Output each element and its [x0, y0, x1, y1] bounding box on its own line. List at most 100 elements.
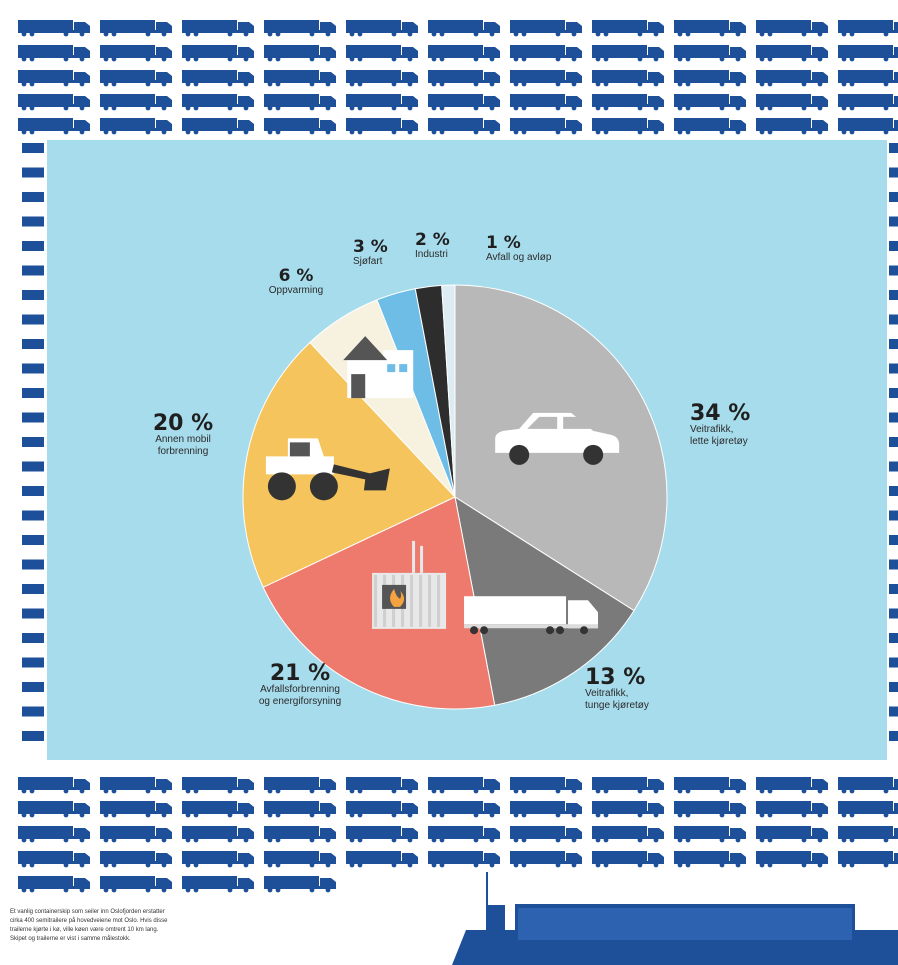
truck-icon: [889, 388, 898, 398]
truck-icon: [889, 633, 898, 643]
truck-icon: [182, 118, 254, 135]
caption-line: trailerne kjørte i kø, ville køen være o…: [10, 927, 159, 933]
slice-label-text: Veitrafikk,: [585, 688, 628, 699]
truck-icon: [838, 70, 898, 87]
truck-icon: [100, 118, 172, 135]
truck-icon: [264, 20, 336, 37]
truck-icon: [756, 801, 828, 818]
truck-icon: [510, 70, 582, 87]
slice-percent: 1 %: [486, 233, 521, 253]
truck-icon: [182, 801, 254, 818]
truck-icon: [182, 94, 254, 111]
truck-icon: [510, 20, 582, 37]
slice-percent: 2 %: [415, 230, 450, 250]
truck-icon: [264, 94, 336, 111]
truck-icon: [510, 45, 582, 62]
caption-text: Et vanlig containerskip som seiler inn O…: [10, 908, 290, 944]
truck-icon: [182, 851, 254, 868]
truck-icon: [22, 657, 44, 668]
truck-icon: [674, 20, 746, 37]
truck-icon: [674, 94, 746, 111]
truck-icon: [889, 216, 898, 227]
truck-icon: [22, 731, 44, 741]
truck-icon: [889, 682, 898, 692]
truck-icon: [346, 20, 418, 37]
truck-icon: [428, 118, 500, 135]
truck-icon: [18, 876, 90, 893]
truck-icon: [22, 559, 44, 570]
slice-label-text: Veitrafikk,: [690, 424, 733, 435]
truck-icon: [510, 826, 582, 843]
truck-icon: [889, 657, 898, 668]
truck-icon: [22, 143, 44, 153]
truck-pattern: [18, 20, 898, 893]
truck-icon: [889, 731, 898, 741]
truck-icon: [838, 20, 898, 37]
truck-icon: [22, 412, 44, 423]
truck-icon: [18, 118, 90, 135]
truck-icon: [889, 510, 898, 521]
truck-icon: [22, 216, 44, 227]
truck-icon: [428, 777, 500, 794]
truck-icon: [182, 826, 254, 843]
truck-icon: [510, 118, 582, 135]
truck-icon: [889, 167, 898, 178]
truck-icon: [510, 94, 582, 111]
slice-percent: 3 %: [353, 237, 388, 257]
truck-icon: [592, 801, 664, 818]
truck-icon: [264, 777, 336, 794]
pie-slice-7: [441, 284, 456, 498]
truck-icon: [100, 45, 172, 62]
truck-icon: [22, 510, 44, 521]
truck-icon: [889, 241, 898, 251]
slice-label-text: tunge kjøretøy: [585, 700, 649, 711]
truck-icon: [428, 826, 500, 843]
truck-icon: [182, 45, 254, 62]
truck-icon: [182, 70, 254, 87]
truck-icon: [756, 826, 828, 843]
truck-icon: [346, 45, 418, 62]
truck-icon: [346, 94, 418, 111]
truck-icon: [756, 777, 828, 794]
truck-icon: [428, 45, 500, 62]
house-icon: [343, 336, 414, 399]
truck-icon: [100, 826, 172, 843]
truck-icon: [838, 826, 898, 843]
truck-icon: [756, 851, 828, 868]
truck-icon: [838, 118, 898, 135]
slice-label-text: og energiforsyning: [259, 696, 341, 707]
truck-icon: [889, 535, 898, 545]
truck-icon: [428, 801, 500, 818]
truck-icon: [18, 20, 90, 37]
slice-percent: 34 %: [690, 401, 750, 426]
truck-icon: [889, 706, 898, 717]
truck-icon: [22, 633, 44, 643]
truck-icon: [674, 118, 746, 135]
truck-icon: [264, 801, 336, 818]
truck-icon: [22, 608, 44, 619]
truck-icon: [889, 192, 898, 202]
wheel-loader-icon: [265, 438, 390, 501]
truck-icon: [756, 45, 828, 62]
truck-icon: [100, 851, 172, 868]
truck-icon: [22, 461, 44, 472]
truck-icon: [674, 70, 746, 87]
truck-icon: [22, 706, 44, 717]
slice-icons: [265, 336, 620, 635]
slice-percent: 20 %: [153, 411, 213, 436]
truck-icon: [756, 20, 828, 37]
truck-icon: [756, 94, 828, 111]
truck-icon: [18, 70, 90, 87]
truck-icon: [889, 584, 898, 594]
truck-icon: [592, 20, 664, 37]
truck-icon: [18, 801, 90, 818]
truck-icon: [346, 777, 418, 794]
slice-label-text: Industri: [415, 249, 448, 260]
truck-icon: [889, 265, 898, 276]
truck-icon: [889, 314, 898, 325]
truck-icon: [100, 777, 172, 794]
truck-icon: [674, 851, 746, 868]
truck-icon: [346, 70, 418, 87]
